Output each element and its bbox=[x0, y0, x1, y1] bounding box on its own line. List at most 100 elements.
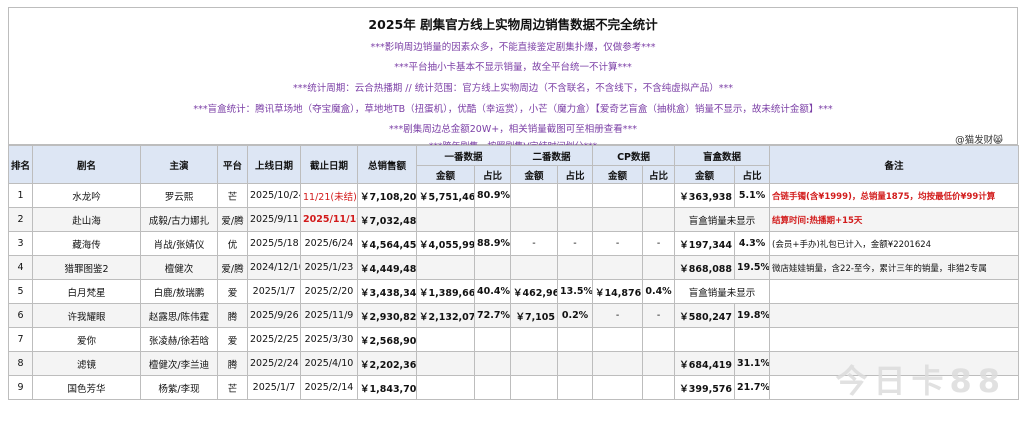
cell-second-share: 0.2% bbox=[557, 303, 594, 328]
cell-total: ￥2,568,902 bbox=[357, 327, 417, 352]
table-row: 4 猎罪图鉴2 檀健次 爱/腾 2024/12/10 2025/1/23 ￥4,… bbox=[8, 255, 1020, 280]
cell-drama: 许我耀眼 bbox=[32, 303, 141, 328]
cell-drama: 猎罪图鉴2 bbox=[32, 255, 141, 280]
cell-cast: 肖战/张婧仪 bbox=[140, 231, 218, 256]
cell-blind-amount: ￥684,419 bbox=[674, 351, 736, 376]
cell-total: ￥4,449,485 bbox=[357, 255, 417, 280]
cell-first-share bbox=[473, 375, 512, 400]
cell-cast: 张凌赫/徐若晗 bbox=[140, 327, 218, 352]
cell-platform: 优 bbox=[217, 231, 248, 256]
cell-remark bbox=[769, 327, 1020, 352]
cell-end: 2025/6/24 bbox=[300, 231, 358, 256]
cell-cp-amount bbox=[592, 375, 644, 400]
cell-blind-share: 21.7% bbox=[734, 375, 771, 400]
sub-amount: 金额 bbox=[592, 165, 644, 184]
cell-first-share: 80.9% bbox=[473, 183, 512, 208]
cell-cast: 檀健次/李兰迪 bbox=[140, 351, 218, 376]
cell-rank: 4 bbox=[8, 255, 33, 280]
cell-cast: 白鹿/敖瑞鹏 bbox=[140, 279, 218, 304]
cell-second-amount bbox=[510, 183, 559, 208]
cell-start: 2025/5/18 bbox=[247, 231, 301, 256]
cell-blind-amount: ￥868,088 bbox=[674, 255, 736, 280]
cell-start: 2025/1/7 bbox=[247, 375, 301, 400]
sub-share: 占比 bbox=[557, 165, 594, 184]
cell-cp-amount bbox=[592, 255, 644, 280]
cell-second-amount: ￥7,105 bbox=[510, 303, 559, 328]
cell-start: 2025/10/24 bbox=[247, 183, 301, 208]
cell-total: ￥1,843,709 bbox=[357, 375, 417, 400]
col-blindbox-data: 盲盒数据 bbox=[674, 145, 771, 166]
table-row: 6 许我耀眼 赵露思/陈伟霆 腾 2025/9/26 2025/11/9 ￥2,… bbox=[8, 303, 1020, 328]
cell-first-amount: ￥1,389,664 bbox=[416, 279, 475, 304]
cell-platform: 爱/腾 bbox=[217, 207, 248, 232]
cell-rank: 9 bbox=[8, 375, 33, 400]
cell-blind-amount: ￥363,938 bbox=[674, 183, 736, 208]
cell-first-share: 88.9% bbox=[473, 231, 512, 256]
cell-second-share bbox=[557, 327, 594, 352]
cell-second-amount bbox=[510, 327, 559, 352]
sub-amount: 金额 bbox=[510, 165, 559, 184]
cell-start: 2025/9/26 bbox=[247, 303, 301, 328]
cell-cp-share: - bbox=[642, 303, 676, 328]
cell-rank: 2 bbox=[8, 207, 33, 232]
cell-drama: 水龙吟 bbox=[32, 183, 141, 208]
cell-blind-share: 31.1% bbox=[734, 351, 771, 376]
cell-cast: 赵露思/陈伟霆 bbox=[140, 303, 218, 328]
cell-remark: 微店娃娃销量，含22-至今，累计三年的销量，非猎2专属 bbox=[769, 255, 1020, 280]
cell-remark bbox=[769, 375, 1020, 400]
col-cast: 主演 bbox=[140, 145, 218, 184]
table-row: 7 爱你 张凌赫/徐若晗 爱 2025/2/25 2025/3/30 ￥2,56… bbox=[8, 327, 1020, 352]
cell-drama: 赴山海 bbox=[32, 207, 141, 232]
cell-end: 2025/11/9 bbox=[300, 303, 358, 328]
cell-drama: 滤镜 bbox=[32, 351, 141, 376]
cell-first-share bbox=[473, 207, 512, 232]
cell-end: 2025/4/10 bbox=[300, 351, 358, 376]
cell-remark: (会员+手办)礼包已计入，金额¥2201624 bbox=[769, 231, 1020, 256]
cell-rank: 5 bbox=[8, 279, 33, 304]
cell-cp-share: 0.4% bbox=[642, 279, 676, 304]
col-second-data: 二番数据 bbox=[510, 145, 594, 166]
sub-amount: 金额 bbox=[674, 165, 736, 184]
cell-second-amount bbox=[510, 351, 559, 376]
sheet-title: 2025年 剧集官方线上实物周边销售数据不完全统计 bbox=[368, 17, 658, 32]
cell-first-amount: ￥4,055,995 bbox=[416, 231, 475, 256]
cell-rank: 6 bbox=[8, 303, 33, 328]
cell-rank: 1 bbox=[8, 183, 33, 208]
cell-second-amount bbox=[510, 255, 559, 280]
cell-cp-amount bbox=[592, 207, 644, 232]
cell-blind-amount bbox=[674, 327, 736, 352]
cell-cast: 罗云熙 bbox=[140, 183, 218, 208]
cell-total: ￥2,930,821 bbox=[357, 303, 417, 328]
table-row: 8 滤镜 檀健次/李兰迪 腾 2025/2/24 2025/4/10 ￥2,20… bbox=[8, 351, 1020, 376]
cell-cast: 杨紫/李现 bbox=[140, 375, 218, 400]
cell-first-amount bbox=[416, 351, 475, 376]
cell-platform: 芒 bbox=[217, 183, 248, 208]
cell-cp-amount bbox=[592, 327, 644, 352]
cell-first-amount bbox=[416, 375, 475, 400]
sub-amount: 金额 bbox=[416, 165, 475, 184]
sub-share: 占比 bbox=[642, 165, 676, 184]
cell-second-share bbox=[557, 375, 594, 400]
cell-cp-share bbox=[642, 351, 676, 376]
cell-blind-share: 5.1% bbox=[734, 183, 771, 208]
cell-cp-share: - bbox=[642, 231, 676, 256]
cell-second-share bbox=[557, 255, 594, 280]
cell-blind-share: 19.5% bbox=[734, 255, 771, 280]
cell-blind-amount: 盲盒销量未显示 bbox=[674, 207, 771, 232]
cell-second-amount bbox=[510, 207, 559, 232]
cell-blind-share bbox=[734, 327, 771, 352]
cell-drama: 藏海传 bbox=[32, 231, 141, 256]
cell-remark: 结算时间:热播期+15天 bbox=[769, 207, 1020, 232]
cell-total: ￥2,202,366 bbox=[357, 351, 417, 376]
note-line: ***盲盒统计：腾讯草场地（夺宝魔盒），草地地TB（扭蛋机），优酷（幸运赏），小… bbox=[193, 104, 833, 115]
cell-blind-amount: ￥399,576 bbox=[674, 375, 736, 400]
cell-first-share bbox=[473, 327, 512, 352]
cell-first-share: 40.4% bbox=[473, 279, 512, 304]
cell-rank: 3 bbox=[8, 231, 33, 256]
cell-cast: 成毅/古力娜扎 bbox=[140, 207, 218, 232]
table-row: 2 赴山海 成毅/古力娜扎 爱/腾 2025/9/11 2025/11/16 ￥… bbox=[8, 207, 1020, 232]
cell-second-share: - bbox=[557, 231, 594, 256]
cell-total: ￥3,438,347 bbox=[357, 279, 417, 304]
table-row: 1 水龙吟 罗云熙 芒 2025/10/24 11/21(未结) ￥7,108,… bbox=[8, 183, 1020, 208]
